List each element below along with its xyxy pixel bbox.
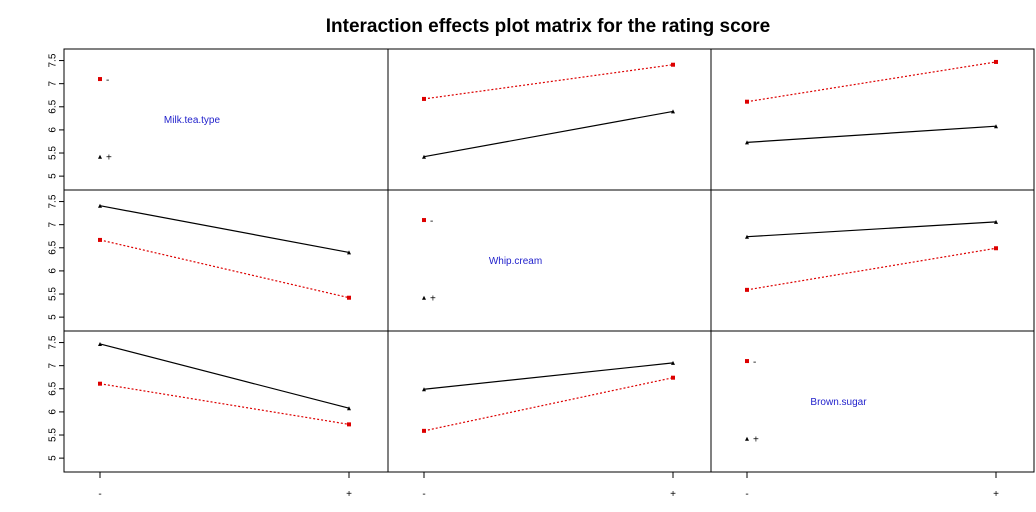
- legend-label-plus: +: [753, 435, 759, 446]
- point-minus-r1-c0-1: [347, 295, 351, 300]
- x-tick-label: +: [670, 489, 676, 500]
- point-plus-r2-c1-1: [671, 360, 675, 365]
- x-tick-label: -: [745, 489, 748, 500]
- y-tick-label: 5.5: [48, 287, 59, 301]
- series-line-minus-r2-c0: [99, 383, 350, 425]
- series-line-plus-r0-c1: [423, 110, 674, 158]
- point-plus-r0-c1-1: [671, 109, 675, 114]
- panel-frame-r1-c0: [63, 189, 389, 332]
- panel-frame-r1-c1: [387, 189, 712, 332]
- series-line-plus-r1-c0: [99, 205, 350, 253]
- point-minus-r1-c2-1: [994, 246, 998, 251]
- x-tick-label: -: [422, 489, 425, 500]
- series-line-minus-r0-c1: [423, 64, 674, 100]
- legend-marker-plus: [98, 154, 102, 159]
- legend-label-plus: +: [106, 153, 112, 164]
- point-minus-r0-c2-0: [745, 99, 749, 104]
- point-plus-r1-c0-0: [98, 203, 102, 208]
- series-line-plus-r2-c0: [99, 343, 350, 409]
- panel-frame-r2-c1: [387, 330, 712, 473]
- plot-area: 5 5.5 6 6.5 7 7.5 5 5.5 6 6.5 7 7.5 5 5.5 6 6.5 7 7.5 - + - +…: [48, 48, 1035, 500]
- series-line-minus-r0-c2: [746, 61, 997, 103]
- series-line-plus-r2-c1: [423, 362, 674, 390]
- y-tick-label: 6.5: [48, 240, 59, 254]
- point-minus-r0-c1-1: [671, 62, 675, 67]
- point-minus-r2-c1-1: [671, 375, 675, 380]
- series-line-plus-r1-c2: [746, 221, 997, 238]
- series-line-minus-r1-c2: [746, 247, 997, 291]
- factor-label-whip-cream: Whip.cream: [489, 256, 542, 267]
- y-tick-label: 6: [48, 409, 59, 415]
- y-tick-label: 5.5: [48, 428, 59, 442]
- point-plus-r0-c2-1: [994, 124, 998, 129]
- panel-frame-r1-c2: [710, 189, 1035, 332]
- y-tick-label: 6: [48, 268, 59, 274]
- panel-frame-r0-c2: [710, 48, 1035, 191]
- point-minus-r2-c0-0: [98, 381, 102, 386]
- legend-marker-minus: [745, 359, 749, 364]
- y-tick-label: 5.5: [48, 146, 59, 160]
- point-plus-r2-c0-1: [347, 406, 351, 411]
- point-minus-r0-c1-0: [422, 96, 426, 101]
- point-minus-r2-c0-1: [347, 422, 351, 427]
- panel-frame-r0-c1: [387, 48, 712, 191]
- legend-label-plus: +: [430, 294, 436, 305]
- legend-marker-minus: [422, 218, 426, 223]
- legend-label-minus: -: [430, 216, 433, 227]
- y-tick-label: 7: [48, 362, 59, 368]
- legend-marker-plus: [422, 295, 426, 300]
- y-tick-label: 7: [48, 221, 59, 227]
- panel-frame-r2-c2: [710, 330, 1035, 473]
- factor-label-milk-tea-type: Milk.tea.type: [164, 115, 221, 126]
- point-minus-r0-c2-1: [994, 59, 998, 64]
- series-line-plus-r0-c2: [746, 125, 997, 143]
- x-tick-label: -: [98, 489, 101, 500]
- legend-marker-plus: [745, 436, 749, 441]
- series-line-minus-r2-c1: [423, 377, 674, 432]
- legend-marker-minus: [98, 77, 102, 82]
- y-tick-label: 6: [48, 127, 59, 133]
- point-plus-r1-c2-1: [994, 219, 998, 224]
- y-tick-label: 7.5: [48, 335, 59, 349]
- point-plus-r0-c1-0: [422, 154, 426, 159]
- legend-label-minus: -: [753, 357, 756, 368]
- x-tick-label: +: [346, 489, 352, 500]
- point-minus-r1-c2-0: [745, 287, 749, 292]
- chart-title: Interaction effects plot matrix for the …: [326, 16, 770, 37]
- x-tick-label: +: [993, 489, 999, 500]
- y-tick-label: 6.5: [48, 381, 59, 395]
- y-tick-label: 5: [48, 455, 59, 461]
- point-plus-r1-c0-1: [347, 250, 351, 255]
- legend-label-minus: -: [106, 75, 109, 86]
- panel-frame-r2-c0: [63, 330, 389, 473]
- y-tick-label: 7.5: [48, 53, 59, 67]
- y-tick-label: 6.5: [48, 99, 59, 113]
- factor-label-brown-sugar: Brown.sugar: [810, 397, 867, 408]
- point-plus-r0-c2-0: [745, 140, 749, 145]
- point-minus-r1-c0-0: [98, 237, 102, 242]
- point-plus-r2-c1-0: [422, 387, 426, 392]
- point-plus-r2-c0-0: [98, 341, 102, 346]
- y-tick-label: 5: [48, 314, 59, 320]
- panel-frame-r0-c0: [63, 48, 389, 191]
- y-tick-label: 5: [48, 173, 59, 179]
- point-minus-r2-c1-0: [422, 428, 426, 433]
- point-plus-r1-c2-0: [745, 234, 749, 239]
- y-tick-label: 7: [48, 80, 59, 86]
- y-tick-label: 7.5: [48, 194, 59, 208]
- series-line-minus-r1-c0: [99, 239, 350, 299]
